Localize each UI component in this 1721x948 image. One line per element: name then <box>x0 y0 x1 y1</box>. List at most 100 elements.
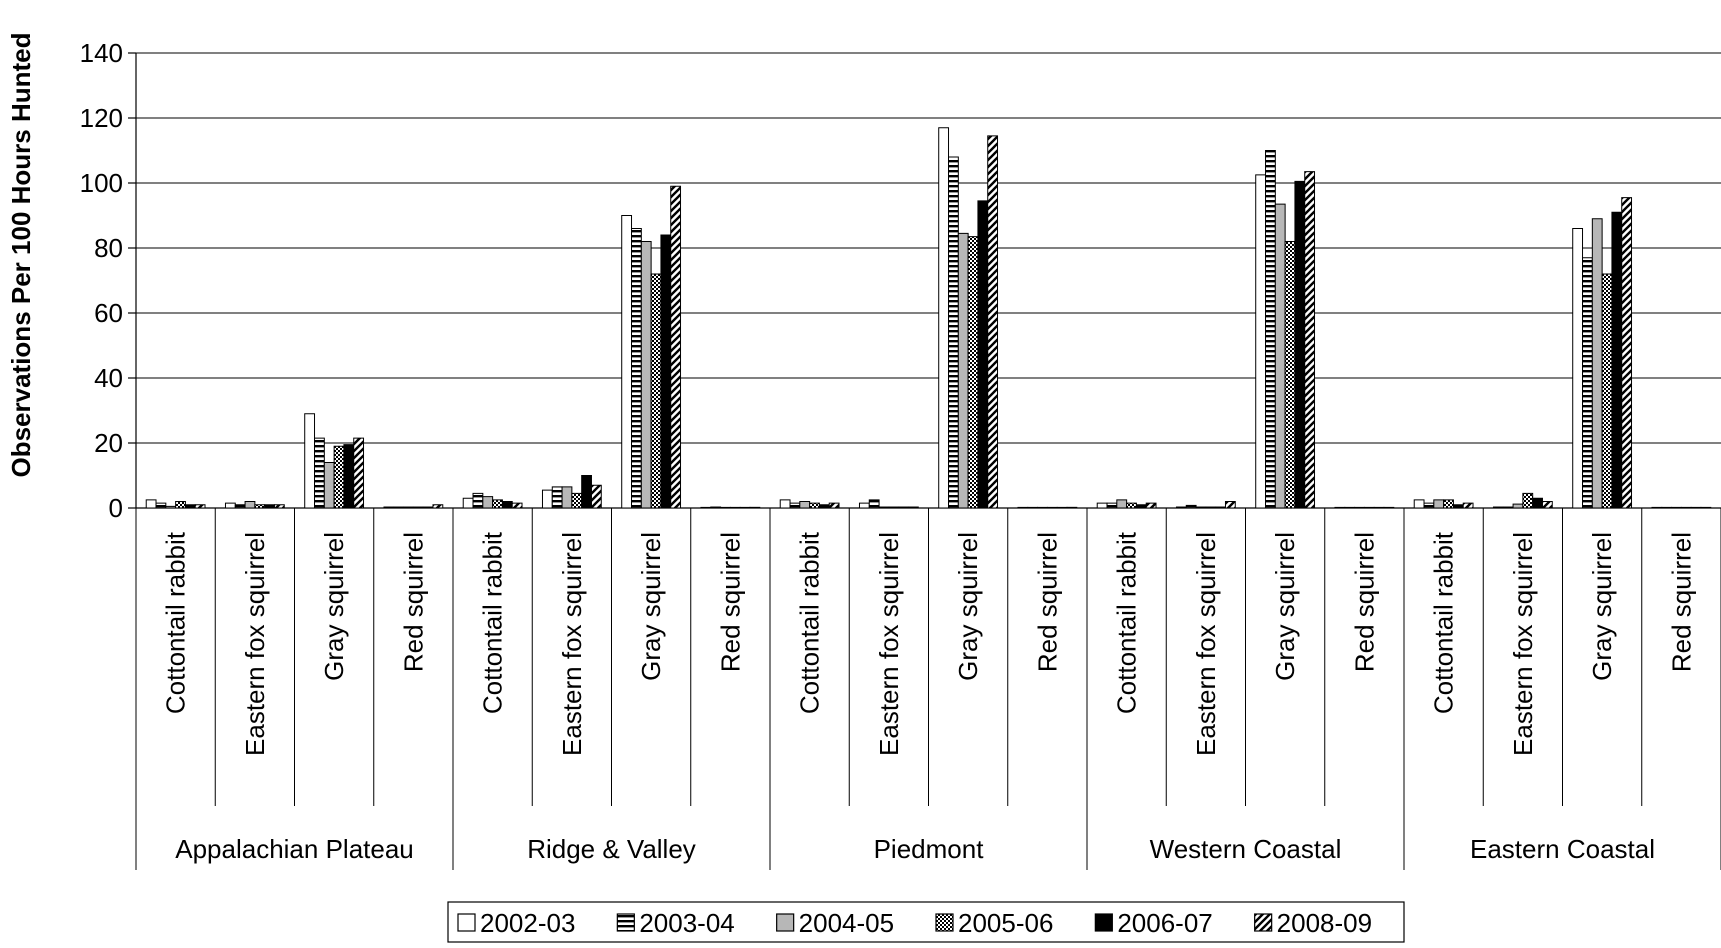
y-tick-label: 0 <box>109 493 123 523</box>
bar <box>333 445 345 509</box>
bar <box>254 504 266 509</box>
category-label: Cottontail rabbit <box>1112 531 1142 714</box>
bar <box>234 504 246 509</box>
bar <box>412 506 424 509</box>
bar <box>1215 506 1226 509</box>
bar <box>1572 228 1584 509</box>
legend-swatch <box>616 913 635 932</box>
bar <box>1304 171 1316 509</box>
category-label: Red squirrel <box>1032 532 1062 672</box>
category-label: Red squirrel <box>715 532 745 672</box>
bar <box>264 504 275 509</box>
bar <box>1532 497 1543 509</box>
category-label: Cottontail rabbit <box>1429 531 1459 714</box>
bar <box>1383 506 1395 509</box>
bar <box>1443 499 1454 509</box>
bar <box>1284 241 1296 509</box>
bar <box>541 489 553 509</box>
bar <box>273 504 285 509</box>
bar <box>779 499 791 509</box>
bar <box>1651 506 1663 509</box>
bar <box>403 506 414 509</box>
bar <box>492 499 503 509</box>
y-tick-label: 40 <box>94 363 123 393</box>
legend-label: 2003-04 <box>639 908 734 938</box>
bar <box>621 215 633 509</box>
bar <box>1116 499 1128 509</box>
bar <box>957 232 969 509</box>
bar <box>1690 506 1702 509</box>
bar <box>1185 504 1197 509</box>
y-tick-label: 140 <box>80 38 123 68</box>
category-label: Red squirrel <box>398 532 428 672</box>
y-tick-label: 60 <box>94 298 123 328</box>
bar <box>1195 506 1207 509</box>
bar <box>1224 501 1236 509</box>
legend-swatch <box>776 913 795 932</box>
y-tick-label: 100 <box>80 168 123 198</box>
bar <box>383 506 395 509</box>
bar <box>1462 502 1474 509</box>
bar <box>868 499 880 509</box>
category-label: Gray squirrel <box>636 532 666 681</box>
y-axis-title: Observations Per 100 Hours Hunted <box>6 32 36 477</box>
bar <box>224 502 236 509</box>
category-label: Cottontail rabbit <box>795 531 825 714</box>
bar <box>878 506 890 509</box>
bar <box>314 437 325 509</box>
legend: 2002-03 2003-04 2004-05 2005-06 2006-07 2008-… <box>447 901 1405 943</box>
bar <box>987 135 999 509</box>
category-label: Cottontail rabbit <box>161 531 191 714</box>
category-label: Gray squirrel <box>953 532 983 681</box>
y-tick-label: 20 <box>94 428 123 458</box>
group-label: Eastern Coastal <box>1470 834 1655 864</box>
category-label: Eastern fox squirrel <box>240 532 270 756</box>
bar <box>165 505 177 509</box>
bar <box>581 475 592 509</box>
bar <box>482 496 494 509</box>
bar <box>571 492 583 509</box>
bar <box>1037 506 1048 509</box>
y-tick-label: 80 <box>94 233 123 263</box>
bar <box>977 200 989 509</box>
category-label: Gray squirrel <box>1270 532 1300 681</box>
bar <box>353 437 365 509</box>
bar <box>304 413 316 509</box>
bar <box>1096 502 1108 509</box>
category-label: Red squirrel <box>1349 532 1379 672</box>
bar <box>511 502 523 509</box>
y-tick-label: 120 <box>80 103 123 133</box>
bar <box>1363 506 1375 509</box>
bar <box>1492 506 1504 509</box>
bar <box>1066 506 1078 509</box>
legend-label: 2005-06 <box>958 908 1053 938</box>
x-axis-labels: Cottontail rabbit Eastern fox squirrel Gra… <box>161 531 1697 864</box>
bar <box>858 502 870 509</box>
bars <box>145 127 1712 509</box>
bar <box>650 273 662 509</box>
bar <box>640 241 652 509</box>
bar <box>323 462 335 509</box>
bar <box>1056 506 1068 509</box>
bar <box>799 501 811 509</box>
bar <box>631 228 642 509</box>
category-label: Eastern fox squirrel <box>874 532 904 756</box>
bar <box>184 504 196 509</box>
bar <box>590 484 602 509</box>
bar <box>1522 492 1534 509</box>
bar <box>1680 506 1692 509</box>
bar <box>828 502 840 509</box>
bar <box>1373 506 1385 509</box>
bar <box>938 127 950 509</box>
bar <box>818 504 830 509</box>
bar <box>1205 506 1217 509</box>
bar <box>1601 273 1613 509</box>
legend-label: 2002-03 <box>480 908 575 938</box>
bar <box>700 506 712 509</box>
category-label: Eastern fox squirrel <box>1191 532 1221 756</box>
bar <box>422 506 434 509</box>
bar <box>1541 501 1553 509</box>
bar <box>551 486 563 509</box>
